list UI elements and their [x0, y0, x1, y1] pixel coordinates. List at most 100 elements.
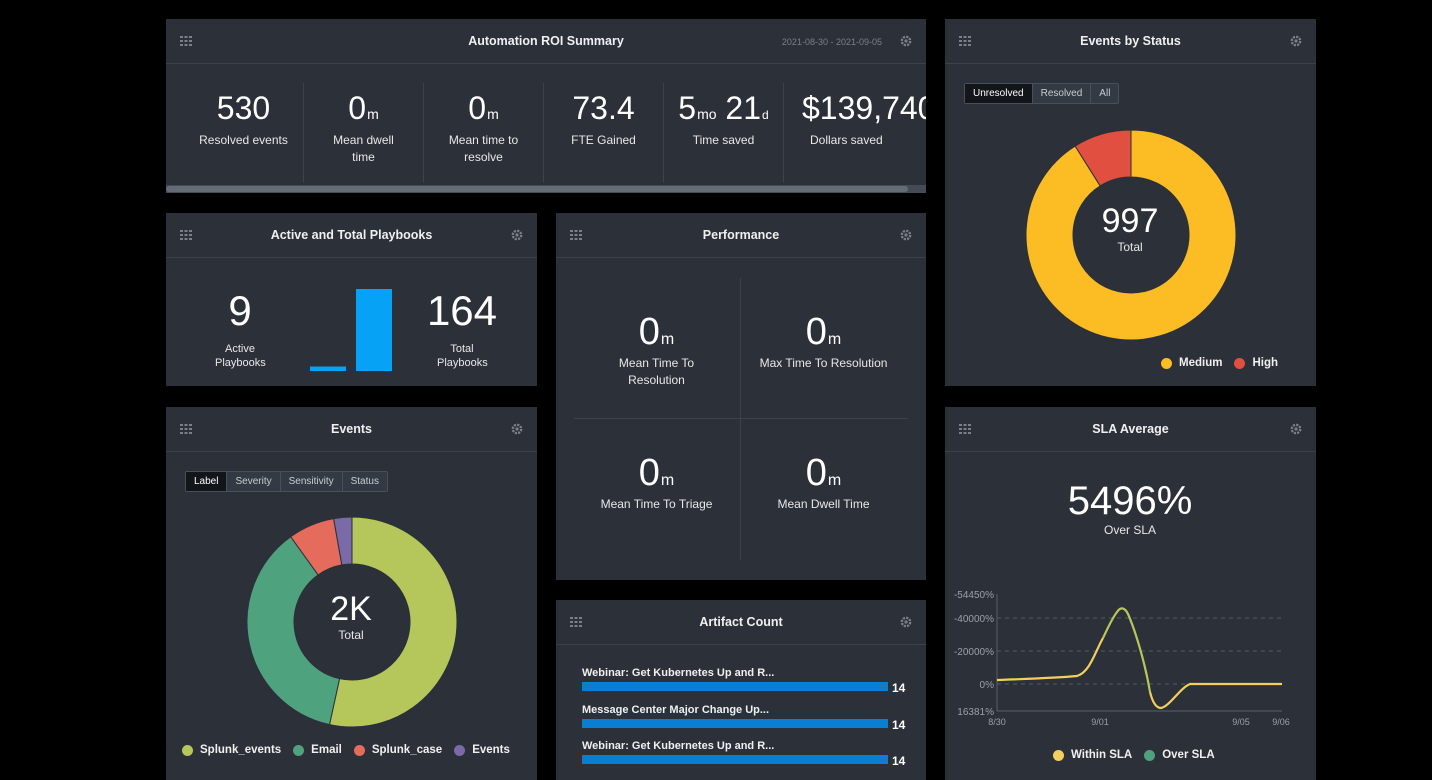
donut-slice-events[interactable] [333, 516, 353, 566]
perf-unit: m [827, 331, 842, 348]
tab-status[interactable]: Status [342, 472, 387, 491]
tab-resolved[interactable]: Resolved [1032, 84, 1092, 103]
donut-slice-high[interactable] [1074, 129, 1132, 187]
artifact-name: Message Center Major Change Up... [582, 704, 770, 716]
perf-unit: m [660, 472, 675, 489]
tab-all[interactable]: All [1091, 84, 1119, 103]
sla-line-over [1102, 607, 1152, 693]
roi-stat-label: Resolved events [199, 133, 288, 147]
status-total-label: Total [1117, 240, 1143, 254]
drag-handle-icon[interactable] [180, 36, 192, 46]
sla-line-within [996, 637, 1104, 682]
gear-icon[interactable] [1290, 35, 1302, 47]
status-total: 997 Total [1080, 204, 1180, 254]
legend-item-high[interactable]: High [1234, 357, 1278, 369]
donut-slice-email[interactable] [246, 536, 341, 726]
artifact-panel-header: Artifact Count [556, 600, 926, 645]
gear-icon[interactable] [900, 616, 912, 628]
donut-slice-splunk-events[interactable] [328, 516, 458, 728]
drag-handle-icon[interactable] [180, 230, 192, 240]
total-playbooks-value: 164 [426, 287, 498, 334]
status-donut-chart [1025, 129, 1237, 341]
legend-item-splunk-case[interactable]: Splunk_case [353, 744, 442, 756]
tab-unresolved[interactable]: Unresolved [965, 84, 1033, 103]
drag-handle-icon[interactable] [570, 230, 582, 240]
legend-label: Medium [1179, 357, 1223, 369]
tab-severity[interactable]: Severity [227, 472, 281, 491]
perf-value: 0 [805, 452, 827, 494]
perf-value: 0 [805, 311, 827, 353]
tab-label[interactable]: Label [186, 472, 228, 491]
artifact-row[interactable]: Webinar: Get Kubernetes Up and R... 14 [582, 667, 912, 695]
artifact-value: 14 [892, 718, 906, 732]
events-total-label: Total [338, 628, 364, 642]
legend-item-splunk-events[interactable]: Splunk_events [182, 744, 281, 756]
artifact-bar [582, 719, 888, 728]
status-legend: Medium High [1161, 357, 1290, 369]
bar-total-playbooks [356, 289, 392, 371]
roi-stat-unit: mo [697, 106, 717, 122]
perf-value: 0 [638, 311, 660, 353]
gear-icon[interactable] [511, 229, 523, 241]
roi-horizontal-scrollbar[interactable] [166, 185, 926, 193]
legend-dot [1234, 357, 1246, 369]
roi-stat-label: FTE Gained [571, 133, 636, 147]
scrollbar-thumb[interactable] [166, 186, 908, 192]
y-tick: -40000% [954, 614, 994, 625]
perf-unit: m [827, 472, 842, 489]
artifact-bar [582, 682, 888, 691]
roi-stat-dwell: 0m Mean dwell time [304, 83, 424, 183]
gear-icon[interactable] [511, 423, 523, 435]
legend-dot [1053, 749, 1064, 761]
legend-item-within-sla[interactable]: Within SLA [1053, 749, 1132, 761]
artifact-row[interactable]: Webinar: Get Kubernetes Up and R... 14 [582, 740, 912, 768]
sla-legend: Within SLA Over SLA [1053, 749, 1227, 761]
donut-slice-medium[interactable] [1025, 129, 1237, 341]
drag-handle-icon[interactable] [180, 424, 192, 434]
perf-value: 0 [638, 452, 660, 494]
roi-stat-time-saved: 5mo 21d Time saved [664, 83, 784, 183]
legend-item-over-sla[interactable]: Over SLA [1144, 749, 1215, 761]
roi-stat-fte: 73.4 FTE Gained [544, 83, 664, 183]
events-donut-chart [246, 516, 458, 728]
status-panel-title: Events by Status [1080, 34, 1181, 48]
playbooks-panel: Active and Total Playbooks 9 Active Play… [166, 213, 537, 386]
status-tabs: Unresolved Resolved All [964, 83, 1120, 104]
perf-mean-dwell-time: 0m Mean Dwell Time [741, 454, 906, 513]
x-tick: 9/01 [1091, 717, 1109, 727]
artifact-value: 14 [892, 681, 906, 695]
events-total-value: 2K [330, 590, 372, 628]
total-playbooks-stat: 164 Total Playbooks [412, 290, 512, 370]
bar-active-playbooks [310, 366, 346, 371]
legend-item-medium[interactable]: Medium [1161, 357, 1222, 369]
roi-panel-header: Automation ROI Summary 2021-08-30 - 2021… [166, 19, 926, 64]
artifact-row[interactable]: Message Center Major Change Up... 14 [582, 704, 912, 732]
gear-icon[interactable] [900, 35, 912, 47]
drag-handle-icon[interactable] [959, 424, 971, 434]
perf-label: Mean Time To Resolution [618, 356, 695, 387]
legend-item-email[interactable]: Email [293, 744, 342, 756]
y-tick: 16381% [957, 707, 994, 718]
sla-panel-title: SLA Average [1092, 422, 1169, 436]
gear-icon[interactable] [1290, 423, 1302, 435]
perf-mean-time-resolution: 0m Mean Time To Resolution [574, 313, 739, 389]
gear-icon[interactable] [900, 229, 912, 241]
roi-stat-value: 5 [678, 90, 697, 126]
sla-average-panel: SLA Average 5496% Over SLA -54450% -4000… [945, 407, 1316, 780]
drag-handle-icon[interactable] [959, 36, 971, 46]
legend-dot [1161, 357, 1172, 369]
roi-stat-unit: m [487, 106, 499, 122]
drag-handle-icon[interactable] [570, 617, 582, 627]
y-tick: 0% [980, 680, 995, 691]
legend-label: Splunk_events [200, 744, 282, 756]
legend-label: Events [472, 744, 510, 756]
artifact-name: Webinar: Get Kubernetes Up and R... [582, 667, 775, 679]
legend-label: Within SLA [1071, 749, 1133, 761]
performance-panel: Performance 0m Mean Time To Resolution 0… [556, 213, 926, 580]
tab-sensitivity[interactable]: Sensitivity [280, 472, 343, 491]
status-panel-header: Events by Status [945, 19, 1316, 64]
legend-item-events[interactable]: Events [454, 744, 510, 756]
roi-stat-label: Time saved [692, 133, 755, 147]
performance-panel-header: Performance [556, 213, 926, 258]
roi-stats-row: 530 Resolved events 0m Mean dwell time 0… [184, 83, 926, 191]
